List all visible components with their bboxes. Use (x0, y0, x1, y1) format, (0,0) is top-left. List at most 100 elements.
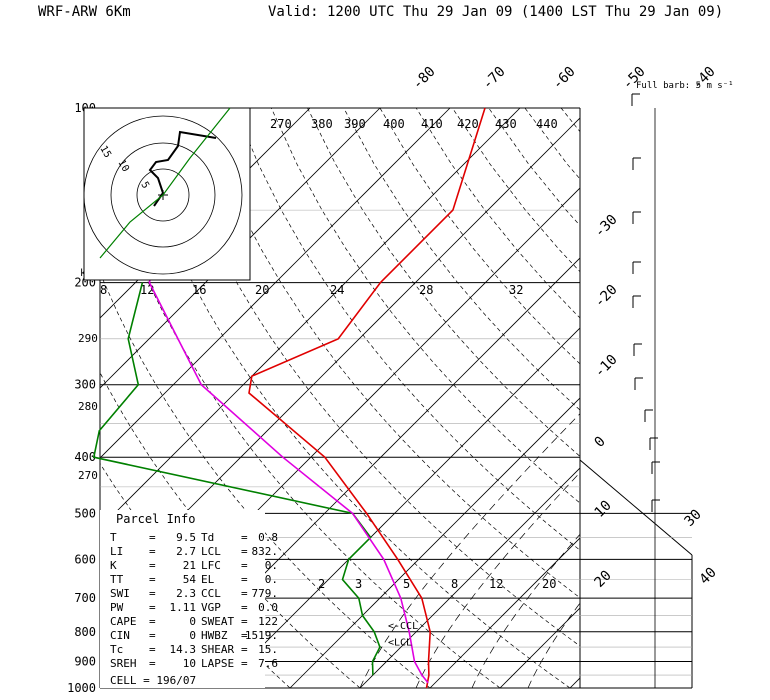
moist-adiabat (640, 210, 770, 688)
hodograph-ring-label: 10 (115, 158, 131, 174)
moist-adiabat (359, 413, 580, 688)
barb-legend: Full barb: 5 m s⁻¹ (636, 81, 734, 91)
mixing-ratio-label: 16 (192, 283, 206, 297)
parcel-cell: CELL = 196/07 (110, 674, 196, 687)
isotherm-line (100, 108, 521, 529)
parcel-key: SHEAR (201, 643, 234, 656)
isotherm-line (569, 677, 580, 688)
hodograph-ring-label: 15 (97, 144, 113, 160)
side-label: 290 (78, 332, 98, 345)
mixing-ratio-label-lower: 20 (542, 577, 556, 591)
isotherm-line (100, 108, 451, 459)
parcel-key: TT (110, 573, 124, 586)
parcel-value: 0. (265, 573, 278, 586)
parcel-key: SWEAT (201, 615, 234, 628)
profile-line-2 (148, 107, 429, 684)
parcel-eq: = (241, 629, 248, 642)
parcel-eq: = (149, 531, 156, 544)
theta-e-label: 390 (344, 117, 366, 131)
parcel-eq: = (149, 559, 156, 572)
parcel-key: LFC (201, 559, 221, 572)
side-label: 270 (78, 469, 98, 482)
pressure-label: 800 (74, 625, 96, 639)
parcel-key: T (110, 531, 117, 544)
isotherm-line (100, 108, 381, 389)
parcel-key: LI (110, 545, 123, 558)
pressure-label: 1000 (67, 681, 96, 695)
dry-adiabat (524, 108, 580, 180)
pressure-label: 600 (74, 552, 96, 566)
model-title: WRF-ARW 6Km (38, 4, 131, 20)
dry-adiabat (270, 108, 580, 504)
isotherm-label: -10 (592, 352, 621, 381)
isotherm-label: -60 (550, 64, 579, 93)
parcel-key: SWI (110, 587, 130, 600)
mixing-ratio-label-lower: 3 (355, 577, 362, 591)
parcel-value: 0.8 (258, 531, 278, 544)
theta-e-label: 270 (270, 117, 292, 131)
parcel-eq: = (241, 587, 248, 600)
parcel-value: 0 (189, 629, 196, 642)
parcel-eq: = (241, 615, 248, 628)
theta-e-label: 400 (383, 117, 405, 131)
isotherm-line (359, 467, 580, 688)
parcel-info-panel: Parcel Info T = 9.5 Td = 0.8 LI = 2.7 LCL = 832. K = 2… (100, 510, 278, 688)
parcel-key: EL (201, 573, 215, 586)
parcel-key: SREH (110, 657, 137, 670)
parcel-eq: = (241, 559, 248, 572)
dry-adiabat (634, 108, 770, 688)
dry-adiabat (100, 270, 431, 688)
hodograph-box (83, 107, 251, 281)
parcel-eq: = (149, 545, 156, 558)
moist-adiabat (584, 210, 770, 688)
profile-line-0 (248, 107, 486, 689)
dry-adiabat (597, 108, 770, 688)
dry-adiabat (379, 108, 580, 365)
theta-e-label: 430 (495, 117, 517, 131)
parcel-key: CIN (110, 629, 130, 642)
isotherm-line (640, 108, 770, 688)
hodograph-green-trace (99, 107, 231, 259)
valid-time: Valid: 1200 UTC Thu 29 Jan 09 (1400 LST … (268, 4, 723, 20)
parcel-value: 21 (183, 559, 196, 572)
parcel-value: 1519. (245, 629, 278, 642)
parcel-key: Tc (110, 643, 123, 656)
profiles (92, 107, 486, 689)
theta-e-label: 440 (536, 117, 558, 131)
dry-adiabat (415, 108, 580, 319)
hodograph-ring (83, 115, 243, 275)
parcel-value: 0 (189, 615, 196, 628)
frame-skew-edge (579, 459, 693, 556)
parcel-info-title: Parcel Info (116, 512, 195, 526)
parcel-eq: = (149, 587, 156, 600)
dry-adiabat (560, 108, 580, 133)
parcel-eq: = (149, 643, 156, 656)
parcel-value: 122 (258, 615, 278, 628)
isotherm-line (289, 397, 580, 688)
parcel-eq: = (241, 657, 248, 670)
isotherm-line (499, 607, 580, 688)
parcel-key: CAPE (110, 615, 137, 628)
hodograph-ring (136, 168, 190, 222)
mixing-ratio-label-lower: 8 (451, 577, 458, 591)
isotherm-label: -80 (410, 64, 439, 93)
isotherm-label: 20 (592, 568, 615, 591)
isotherm-line (219, 327, 580, 688)
isotherm-label: -20 (592, 282, 621, 311)
mixing-ratio-label: 20 (255, 283, 269, 297)
theta-e-label: 410 (421, 117, 443, 131)
parcel-key: LAPSE (201, 657, 234, 670)
parcel-value: 15. (258, 643, 278, 656)
parcel-eq: = (149, 657, 156, 670)
parcel-value: 2.3 (176, 587, 196, 600)
parcel-value: 7.6 (258, 657, 278, 670)
moist-adiabat (471, 533, 580, 688)
parcel-key: K (110, 559, 117, 572)
pressure-label: 300 (74, 378, 96, 392)
parcel-value: 10 (183, 657, 196, 670)
level-annotation: <-CCL (388, 621, 418, 632)
parcel-key: VGP (201, 601, 221, 614)
isotherm-label: 40 (697, 565, 720, 588)
parcel-value: 2.7 (176, 545, 196, 558)
